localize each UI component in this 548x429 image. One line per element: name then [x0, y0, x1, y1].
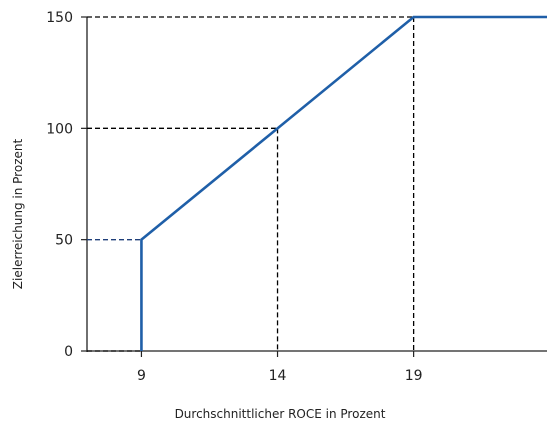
x-tick-label-19: 19 — [405, 368, 423, 384]
y-tick-label-50: 50 — [55, 233, 73, 249]
y-tick-label-100: 100 — [46, 121, 73, 137]
x-tick-label-9: 9 — [137, 368, 146, 384]
plot-area: 0 50 100 150 9 14 19 — [46, 10, 548, 384]
x-axis-title: Durchschnittlicher ROCE in Prozent — [175, 407, 386, 421]
series-line-0 — [140, 15, 547, 351]
y-tick-label-0: 0 — [64, 344, 73, 360]
y-axis-title: Zielerreichung in Prozent — [11, 139, 25, 290]
y-tick-label-150: 150 — [46, 10, 73, 26]
x-tick-label-14: 14 — [269, 368, 287, 384]
